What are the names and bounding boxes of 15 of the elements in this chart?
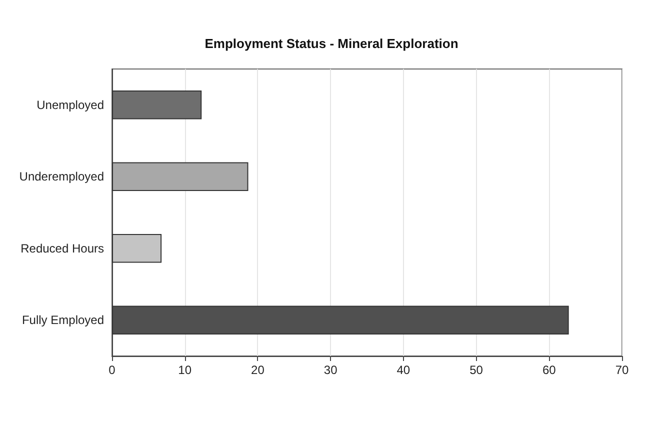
x-tick-label: 0 bbox=[108, 363, 116, 377]
y-tick-label: Reduced Hours bbox=[20, 241, 104, 256]
y-tick-label: Unemployed bbox=[36, 98, 104, 112]
x-tick-label: 40 bbox=[396, 363, 410, 377]
bar bbox=[112, 162, 248, 191]
chart-title: Employment Status - Mineral Exploration bbox=[204, 36, 458, 51]
x-tick-label: 30 bbox=[324, 363, 338, 377]
x-tick-label: 20 bbox=[251, 363, 265, 377]
bar bbox=[112, 234, 162, 263]
x-tick-label: 60 bbox=[542, 363, 556, 377]
y-tick-label: Underemployed bbox=[19, 170, 104, 184]
y-tick-label: Fully Employed bbox=[22, 313, 104, 328]
x-tick-label: 70 bbox=[615, 363, 629, 377]
x-tick-label: 10 bbox=[178, 363, 192, 377]
x-tick-label: 50 bbox=[470, 363, 484, 377]
